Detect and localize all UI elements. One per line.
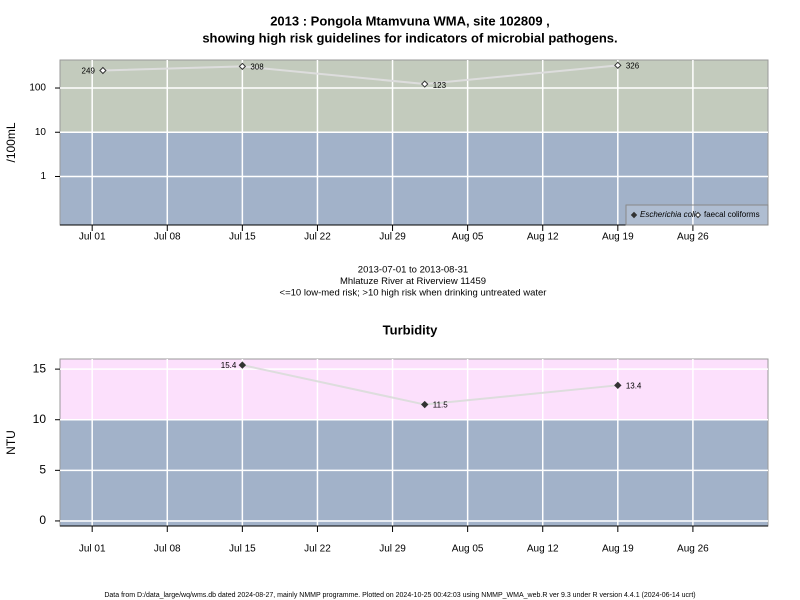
x-tick-label: Jul 22 — [304, 232, 331, 243]
band-below — [60, 132, 768, 225]
data-point — [614, 61, 622, 70]
data-label: 123 — [433, 81, 447, 90]
y-tick-label: 10 — [33, 412, 47, 426]
y-tick-label: 1 — [40, 171, 46, 182]
x-tick-label: Aug 05 — [452, 544, 484, 555]
legend-marker — [694, 211, 702, 219]
x-tick-label: Aug 12 — [527, 232, 559, 243]
chart-title: Turbidity — [383, 322, 438, 337]
data-label: 15.4 — [221, 361, 237, 370]
data-point — [614, 381, 622, 390]
x-tick-label: Jul 01 — [79, 232, 106, 243]
data-label: 326 — [626, 61, 640, 70]
y-axis-label: NTU — [4, 430, 18, 455]
x-tick-label: Jul 08 — [154, 544, 181, 555]
note: <=10 low-med risk; >10 high risk when dr… — [280, 288, 547, 299]
y-tick-label: 0 — [39, 513, 46, 527]
band-below — [60, 419, 768, 526]
x-tick-label: Aug 05 — [452, 232, 484, 243]
x-tick-label: Jul 08 — [154, 232, 181, 243]
x-tick-label: Jul 15 — [229, 232, 256, 243]
x-tick-label: Aug 26 — [677, 544, 709, 555]
data-point — [421, 80, 429, 88]
footer: Data from D:/data_large/wq/wms.db dated … — [104, 592, 695, 599]
data-label: 13.4 — [626, 381, 642, 390]
chart-title: 2013 : Pongola Mtamvuna WMA, site 102809… — [270, 13, 550, 28]
x-tick-label: Aug 26 — [677, 232, 709, 243]
data-point — [421, 400, 429, 409]
series-line — [102, 64, 618, 86]
note: 2013-07-01 to 2013-08-31 — [358, 265, 468, 276]
x-tick-label: Jul 29 — [379, 232, 406, 243]
y-tick-label: 100 — [29, 83, 46, 94]
note: Mhlatuze River at Riverview 11459 — [340, 276, 486, 287]
data-label: 11.5 — [433, 401, 449, 410]
y-tick-label: 10 — [35, 127, 47, 138]
data-label: 249 — [82, 67, 96, 76]
x-tick-label: Jul 22 — [304, 544, 331, 555]
chart-title: showing high risk guidelines for indicat… — [202, 30, 617, 45]
legend-label: faecal coliforms — [704, 210, 760, 219]
y-tick-label: 15 — [33, 361, 47, 375]
x-tick-label: Aug 12 — [527, 544, 559, 555]
x-tick-label: Aug 19 — [602, 232, 634, 243]
x-tick-label: Jul 29 — [379, 544, 406, 555]
data-point — [238, 62, 247, 71]
data-point — [99, 66, 107, 75]
x-tick-label: Jul 15 — [229, 544, 256, 555]
y-tick-label: 5 — [39, 463, 46, 477]
legend-label: Escherichia coli — [640, 210, 696, 219]
band-above — [60, 359, 768, 420]
y-axis-label: /100mL — [4, 122, 18, 162]
data-label: 308 — [250, 63, 264, 72]
band-above — [60, 60, 768, 133]
x-tick-label: Aug 19 — [602, 544, 634, 555]
x-tick-label: Jul 01 — [79, 544, 106, 555]
legend-marker — [630, 211, 638, 219]
data-point — [238, 361, 247, 369]
